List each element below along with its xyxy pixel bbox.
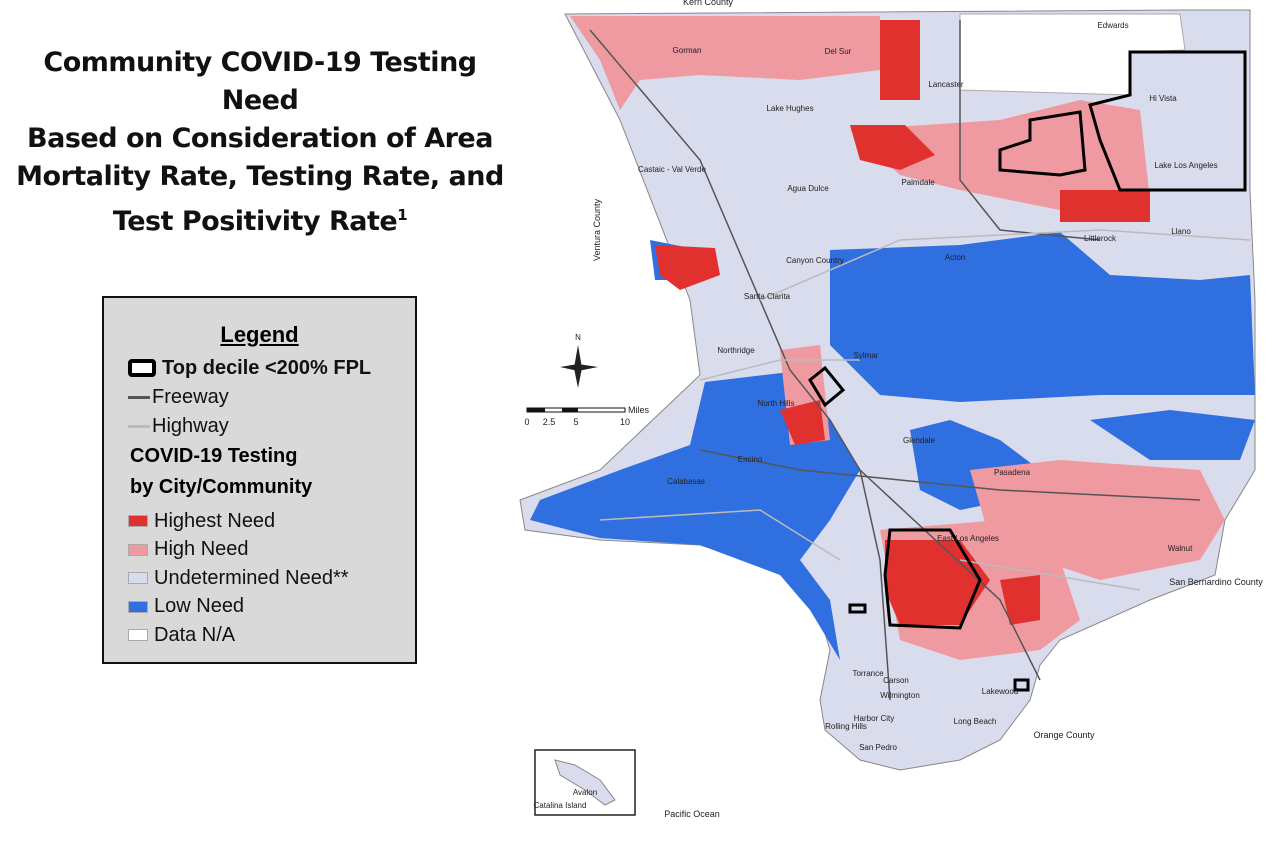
legend-item: Freeway	[128, 383, 229, 411]
scale-unit: Miles	[628, 405, 650, 415]
place-label: Encino	[738, 455, 763, 464]
title-line: Community COVID-19 Testing Need	[43, 47, 477, 116]
place-label: Acton	[945, 253, 965, 262]
place-label: Torrance	[852, 669, 884, 678]
place-label: Lancaster	[928, 80, 963, 89]
place-label: Sylmar	[854, 351, 879, 360]
legend-swatch	[128, 629, 148, 641]
region	[780, 400, 825, 445]
place-label: Llano	[1171, 227, 1191, 236]
legend-item: Undetermined Need**	[128, 564, 349, 592]
place-label: Pacific Ocean	[664, 809, 720, 819]
region	[655, 245, 720, 290]
scale-tick-label: 0	[524, 417, 529, 427]
legend-title: Legend	[220, 322, 299, 347]
place-label: San Bernardino County	[1169, 577, 1263, 587]
place-label: Palmdale	[901, 178, 935, 187]
legend-item: Highest Need	[128, 507, 275, 535]
legend-item: Highway	[128, 412, 229, 440]
title-line: Test Positivity Rate1	[10, 196, 510, 241]
place-label: Glendale	[903, 436, 936, 445]
legend-swatch	[128, 600, 148, 613]
place-label: Littlerock	[1084, 234, 1117, 243]
scale-tick-label: 5	[573, 417, 578, 427]
legend-label: Highway	[152, 414, 229, 437]
region	[1060, 190, 1150, 222]
place-label: Catalina Island	[534, 801, 587, 810]
title-line: Mortality Rate, Testing Rate, and	[16, 161, 504, 192]
place-label: Harbor City	[854, 714, 894, 723]
freeway	[589, 20, 1201, 701]
legend-label: Freeway	[152, 385, 229, 408]
outline	[808, 50, 1247, 692]
place-label: Lakewood	[982, 687, 1018, 696]
region	[880, 20, 920, 100]
region	[1000, 575, 1040, 625]
place-label: Carson	[883, 676, 909, 685]
legend-item: High Need	[128, 536, 249, 564]
legend: Legend Top decile <200% FPL Freeway Highwa…	[102, 296, 417, 664]
place-label: Northridge	[717, 346, 755, 355]
place-label: East Los Angeles	[937, 534, 999, 543]
region	[830, 232, 1255, 402]
legend-label: Low Need	[154, 595, 245, 617]
place-label: Edwards	[1097, 21, 1128, 30]
place-label: Avalon	[573, 788, 597, 797]
region	[570, 16, 880, 110]
legend-swatch	[128, 424, 150, 428]
place-label: Ventura County	[592, 198, 602, 261]
place-label: Long Beach	[954, 717, 997, 726]
place-label: Kern County	[683, 0, 734, 7]
place-label: Santa Clarita	[744, 292, 791, 301]
legend-item: Data N/A	[128, 621, 235, 649]
place-label: Lake Hughes	[766, 104, 813, 113]
scale-tick-label: 2.5	[543, 417, 556, 427]
place-label: San Pedro	[859, 743, 897, 752]
region	[1090, 410, 1255, 460]
place-label: Gorman	[673, 46, 702, 55]
place-label: North Hills	[758, 399, 795, 408]
place-label: Lake Los Angeles	[1154, 161, 1217, 170]
legend-heading: by City/Community	[130, 476, 313, 498]
compass-label: N	[575, 333, 581, 342]
legend-label: High Need	[154, 538, 249, 560]
legend-swatch	[128, 359, 156, 377]
compass	[560, 345, 598, 388]
legend-swatch	[128, 543, 148, 556]
legend-label: Undetermined Need**	[154, 566, 349, 589]
legend-swatch	[128, 395, 150, 399]
place-label: Rolling Hills	[825, 722, 867, 731]
legend-label: Highest Need	[154, 509, 276, 532]
place-label: Walnut	[1168, 544, 1193, 553]
legend-swatch	[128, 572, 148, 584]
place-label: Canyon Country	[786, 256, 844, 265]
place-label: Orange County	[1033, 730, 1095, 740]
legend-item: Top decile <200% FPL	[128, 354, 371, 382]
place-label: Castaic - Val Verde	[638, 165, 706, 174]
place-label: Hi Vista	[1149, 94, 1177, 103]
region	[530, 372, 860, 660]
legend-swatch	[128, 515, 148, 527]
place-label: Wilmington	[880, 691, 920, 700]
title-line: Test Positivity Rate	[112, 206, 398, 237]
scale-tick-label: 10	[620, 417, 630, 427]
title: Community COVID-19 Testing Need Based on…	[10, 44, 510, 241]
legend-item: Low Need	[128, 593, 244, 621]
region	[850, 125, 935, 170]
legend-heading: COVID-19 Testing	[130, 445, 298, 467]
place-label: Calabasas	[667, 477, 705, 486]
legend-label: Data N/A	[154, 623, 236, 646]
place-label: Agua Dulce	[787, 184, 829, 193]
catalina	[554, 759, 616, 806]
title-line: Based on Consideration of Area	[27, 123, 493, 154]
highway	[599, 229, 1251, 591]
place-label: Pasadena	[994, 468, 1031, 477]
scale-bar	[526, 407, 626, 413]
legend-label: Top decile <200% FPL	[162, 356, 372, 379]
place-label: Del Sur	[825, 47, 852, 56]
title-footnote: 1	[397, 206, 408, 224]
